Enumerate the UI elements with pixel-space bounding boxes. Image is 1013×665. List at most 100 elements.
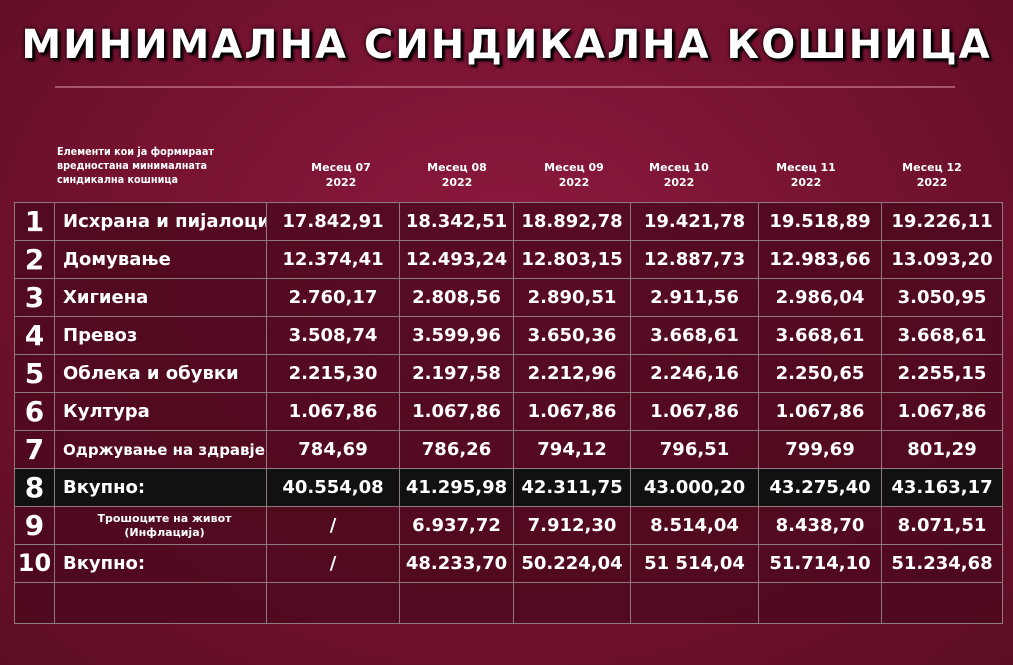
empty-cell xyxy=(513,582,631,624)
cell-value: 51.714,10 xyxy=(758,544,882,583)
cell-value: 3.050,95 xyxy=(881,278,1003,317)
row-number: 3 xyxy=(14,278,55,317)
cell-value: 786,26 xyxy=(399,430,514,469)
table-row: 7 Одржување на здравје 784,69 786,26 794… xyxy=(14,430,1003,469)
cell-value: 2.197,58 xyxy=(399,354,514,393)
cell-value: 2.255,15 xyxy=(881,354,1003,393)
cell-value: 17.842,91 xyxy=(266,202,400,241)
cell-value: 42.311,75 xyxy=(513,468,631,507)
cell-value: 3.508,74 xyxy=(266,316,400,355)
cell-value: 51.234,68 xyxy=(881,544,1003,583)
row-label: Облека и обувки xyxy=(54,354,267,393)
row-number: 8 xyxy=(14,468,55,507)
cell-value: 43.000,20 xyxy=(630,468,759,507)
elements-header-label: Елементи кои ја формираат вредностана ми… xyxy=(57,146,214,186)
table-row: 6 Култура 1.067,86 1.067,86 1.067,86 1.0… xyxy=(14,392,1003,431)
cell-value: 50.224,04 xyxy=(513,544,631,583)
row-number: 9 xyxy=(14,506,55,545)
cell-value: 2.808,56 xyxy=(399,278,514,317)
year-label: 2022 xyxy=(325,176,357,189)
month-label: Месец 11 xyxy=(776,161,836,174)
cell-value: 794,12 xyxy=(513,430,631,469)
row-number: 10 xyxy=(14,544,55,583)
year-label: 2022 xyxy=(558,176,590,189)
cell-value: 51 514,04 xyxy=(630,544,759,583)
month-header-10: Месец 10 2022 xyxy=(621,160,737,190)
month-label: Месец 10 xyxy=(649,161,709,174)
cell-value: 6.937,72 xyxy=(399,506,514,545)
month-header-08: Месец 08 2022 xyxy=(399,160,515,190)
cell-value: 40.554,08 xyxy=(266,468,400,507)
cell-value: 12.983,66 xyxy=(758,240,882,279)
table-row: 1 Исхрана и пијалоци 17.842,91 18.342,51… xyxy=(14,202,1003,241)
cell-value: 1.067,86 xyxy=(266,392,400,431)
cell-value: 18.892,78 xyxy=(513,202,631,241)
empty-cell xyxy=(881,582,1003,624)
cell-value: 8.438,70 xyxy=(758,506,882,545)
title-divider xyxy=(55,86,955,88)
empty-row xyxy=(14,582,1003,624)
cell-value: 1.067,86 xyxy=(513,392,631,431)
cell-value: 784,69 xyxy=(266,430,400,469)
year-label: 2022 xyxy=(916,176,948,189)
table-row: 10 Вкупно: / 48.233,70 50.224,04 51 514,… xyxy=(14,544,1003,583)
cell-value: 2.250,65 xyxy=(758,354,882,393)
row-number: 1 xyxy=(14,202,55,241)
row-number: 2 xyxy=(14,240,55,279)
year-label: 2022 xyxy=(663,176,695,189)
month-label: Месец 08 xyxy=(427,161,487,174)
row-label: Превоз xyxy=(54,316,267,355)
cell-value: 12.374,41 xyxy=(266,240,400,279)
cell-value: 12.887,73 xyxy=(630,240,759,279)
cell-value: 3.650,36 xyxy=(513,316,631,355)
empty-cell xyxy=(758,582,882,624)
cell-value: 43.163,17 xyxy=(881,468,1003,507)
cell-value: 12.493,24 xyxy=(399,240,514,279)
empty-cell xyxy=(399,582,514,624)
cell-value: 19.518,89 xyxy=(758,202,882,241)
page-title: МИНИМАЛНА СИНДИКАЛНА КОШНИЦА xyxy=(21,22,992,68)
month-header-11: Месец 11 2022 xyxy=(748,160,864,190)
row-label: Хигиена xyxy=(54,278,267,317)
cell-value: 7.912,30 xyxy=(513,506,631,545)
row-number: 4 xyxy=(14,316,55,355)
year-label: 2022 xyxy=(790,176,822,189)
cell-value: 1.067,86 xyxy=(881,392,1003,431)
cell-value: 8.071,51 xyxy=(881,506,1003,545)
cell-value: 1.067,86 xyxy=(630,392,759,431)
month-label: Месец 12 xyxy=(902,161,962,174)
row-label: Трошоците на живот (Инфлација) xyxy=(54,506,267,545)
cell-value: 43.275,40 xyxy=(758,468,882,507)
cell-value: 3.668,61 xyxy=(881,316,1003,355)
row-number: 7 xyxy=(14,430,55,469)
cell-value: 2.890,51 xyxy=(513,278,631,317)
cell-value: 13.093,20 xyxy=(881,240,1003,279)
row-number: 6 xyxy=(14,392,55,431)
table-row: 5 Облека и обувки 2.215,30 2.197,58 2.21… xyxy=(14,354,1003,393)
cell-value: 48.233,70 xyxy=(399,544,514,583)
cell-value: 8.514,04 xyxy=(630,506,759,545)
empty-cell xyxy=(266,582,400,624)
empty-cell xyxy=(630,582,759,624)
row-label: Одржување на здравје xyxy=(54,430,267,469)
month-label: Месец 07 xyxy=(311,161,371,174)
cell-value: 19.226,11 xyxy=(881,202,1003,241)
cell-value: / xyxy=(266,544,400,583)
cell-value: 3.599,96 xyxy=(399,316,514,355)
month-header-07: Месец 07 2022 xyxy=(283,160,399,190)
cell-value: 3.668,61 xyxy=(758,316,882,355)
table-row: 3 Хигиена 2.760,17 2.808,56 2.890,51 2.9… xyxy=(14,278,1003,317)
cell-value: 18.342,51 xyxy=(399,202,514,241)
cell-value: 3.668,61 xyxy=(630,316,759,355)
table-row: 4 Превоз 3.508,74 3.599,96 3.650,36 3.66… xyxy=(14,316,1003,355)
cell-value: 2.215,30 xyxy=(266,354,400,393)
row-label: Исхрана и пијалоци xyxy=(54,202,267,241)
row-label: Култура xyxy=(54,392,267,431)
table-row: 2 Домување 12.374,41 12.493,24 12.803,15… xyxy=(14,240,1003,279)
empty-cell xyxy=(14,582,55,624)
table-row: 9 Трошоците на живот (Инфлација) / 6.937… xyxy=(14,506,1003,545)
cell-value: 19.421,78 xyxy=(630,202,759,241)
cell-value: 2.911,56 xyxy=(630,278,759,317)
cell-value: 2.986,04 xyxy=(758,278,882,317)
basket-table: 1 Исхрана и пијалоци 17.842,91 18.342,51… xyxy=(14,202,1003,624)
